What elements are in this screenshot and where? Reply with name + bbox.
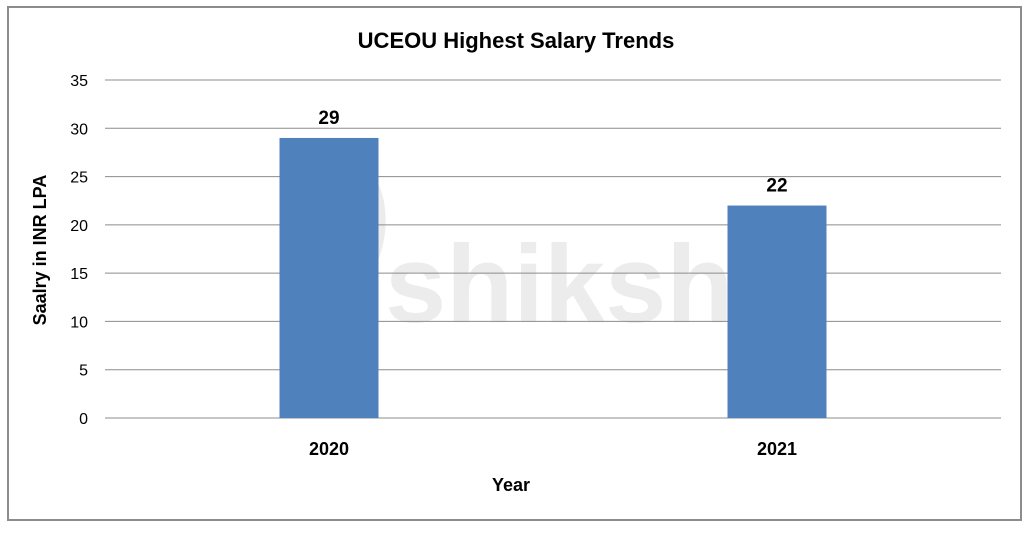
x-axis-ticks: 2020 2021 bbox=[309, 439, 797, 459]
y-tick-label: 30 bbox=[70, 121, 88, 138]
y-axis-ticks: 0 5 10 15 20 25 30 35 bbox=[70, 73, 88, 428]
gridlines bbox=[105, 79, 1001, 419]
chart-frame bbox=[7, 6, 1022, 521]
y-tick-label: 35 bbox=[70, 73, 88, 90]
data-label-2021: 22 bbox=[766, 176, 787, 197]
y-tick-label: 25 bbox=[70, 170, 88, 187]
y-tick-label: 15 bbox=[70, 266, 88, 283]
y-tick-label: 20 bbox=[70, 218, 88, 235]
data-label-2020: 29 bbox=[318, 108, 339, 129]
x-tick-label-2020: 2020 bbox=[309, 439, 349, 459]
y-tick-label: 0 bbox=[79, 411, 88, 428]
data-labels: 29 22 bbox=[318, 108, 787, 197]
y-tick-label: 5 bbox=[79, 363, 88, 380]
bar-2021 bbox=[727, 205, 827, 418]
bar-2020 bbox=[279, 137, 379, 418]
y-axis-label: Saalry in INR LPA bbox=[30, 175, 50, 326]
bars bbox=[279, 137, 827, 418]
y-tick-label: 10 bbox=[70, 314, 88, 331]
x-tick-label-2021: 2021 bbox=[757, 439, 797, 459]
watermark-text: shiksha bbox=[385, 223, 795, 346]
x-axis-label: Year bbox=[492, 475, 530, 495]
chart-title: UCEOU Highest Salary Trends bbox=[358, 28, 675, 53]
